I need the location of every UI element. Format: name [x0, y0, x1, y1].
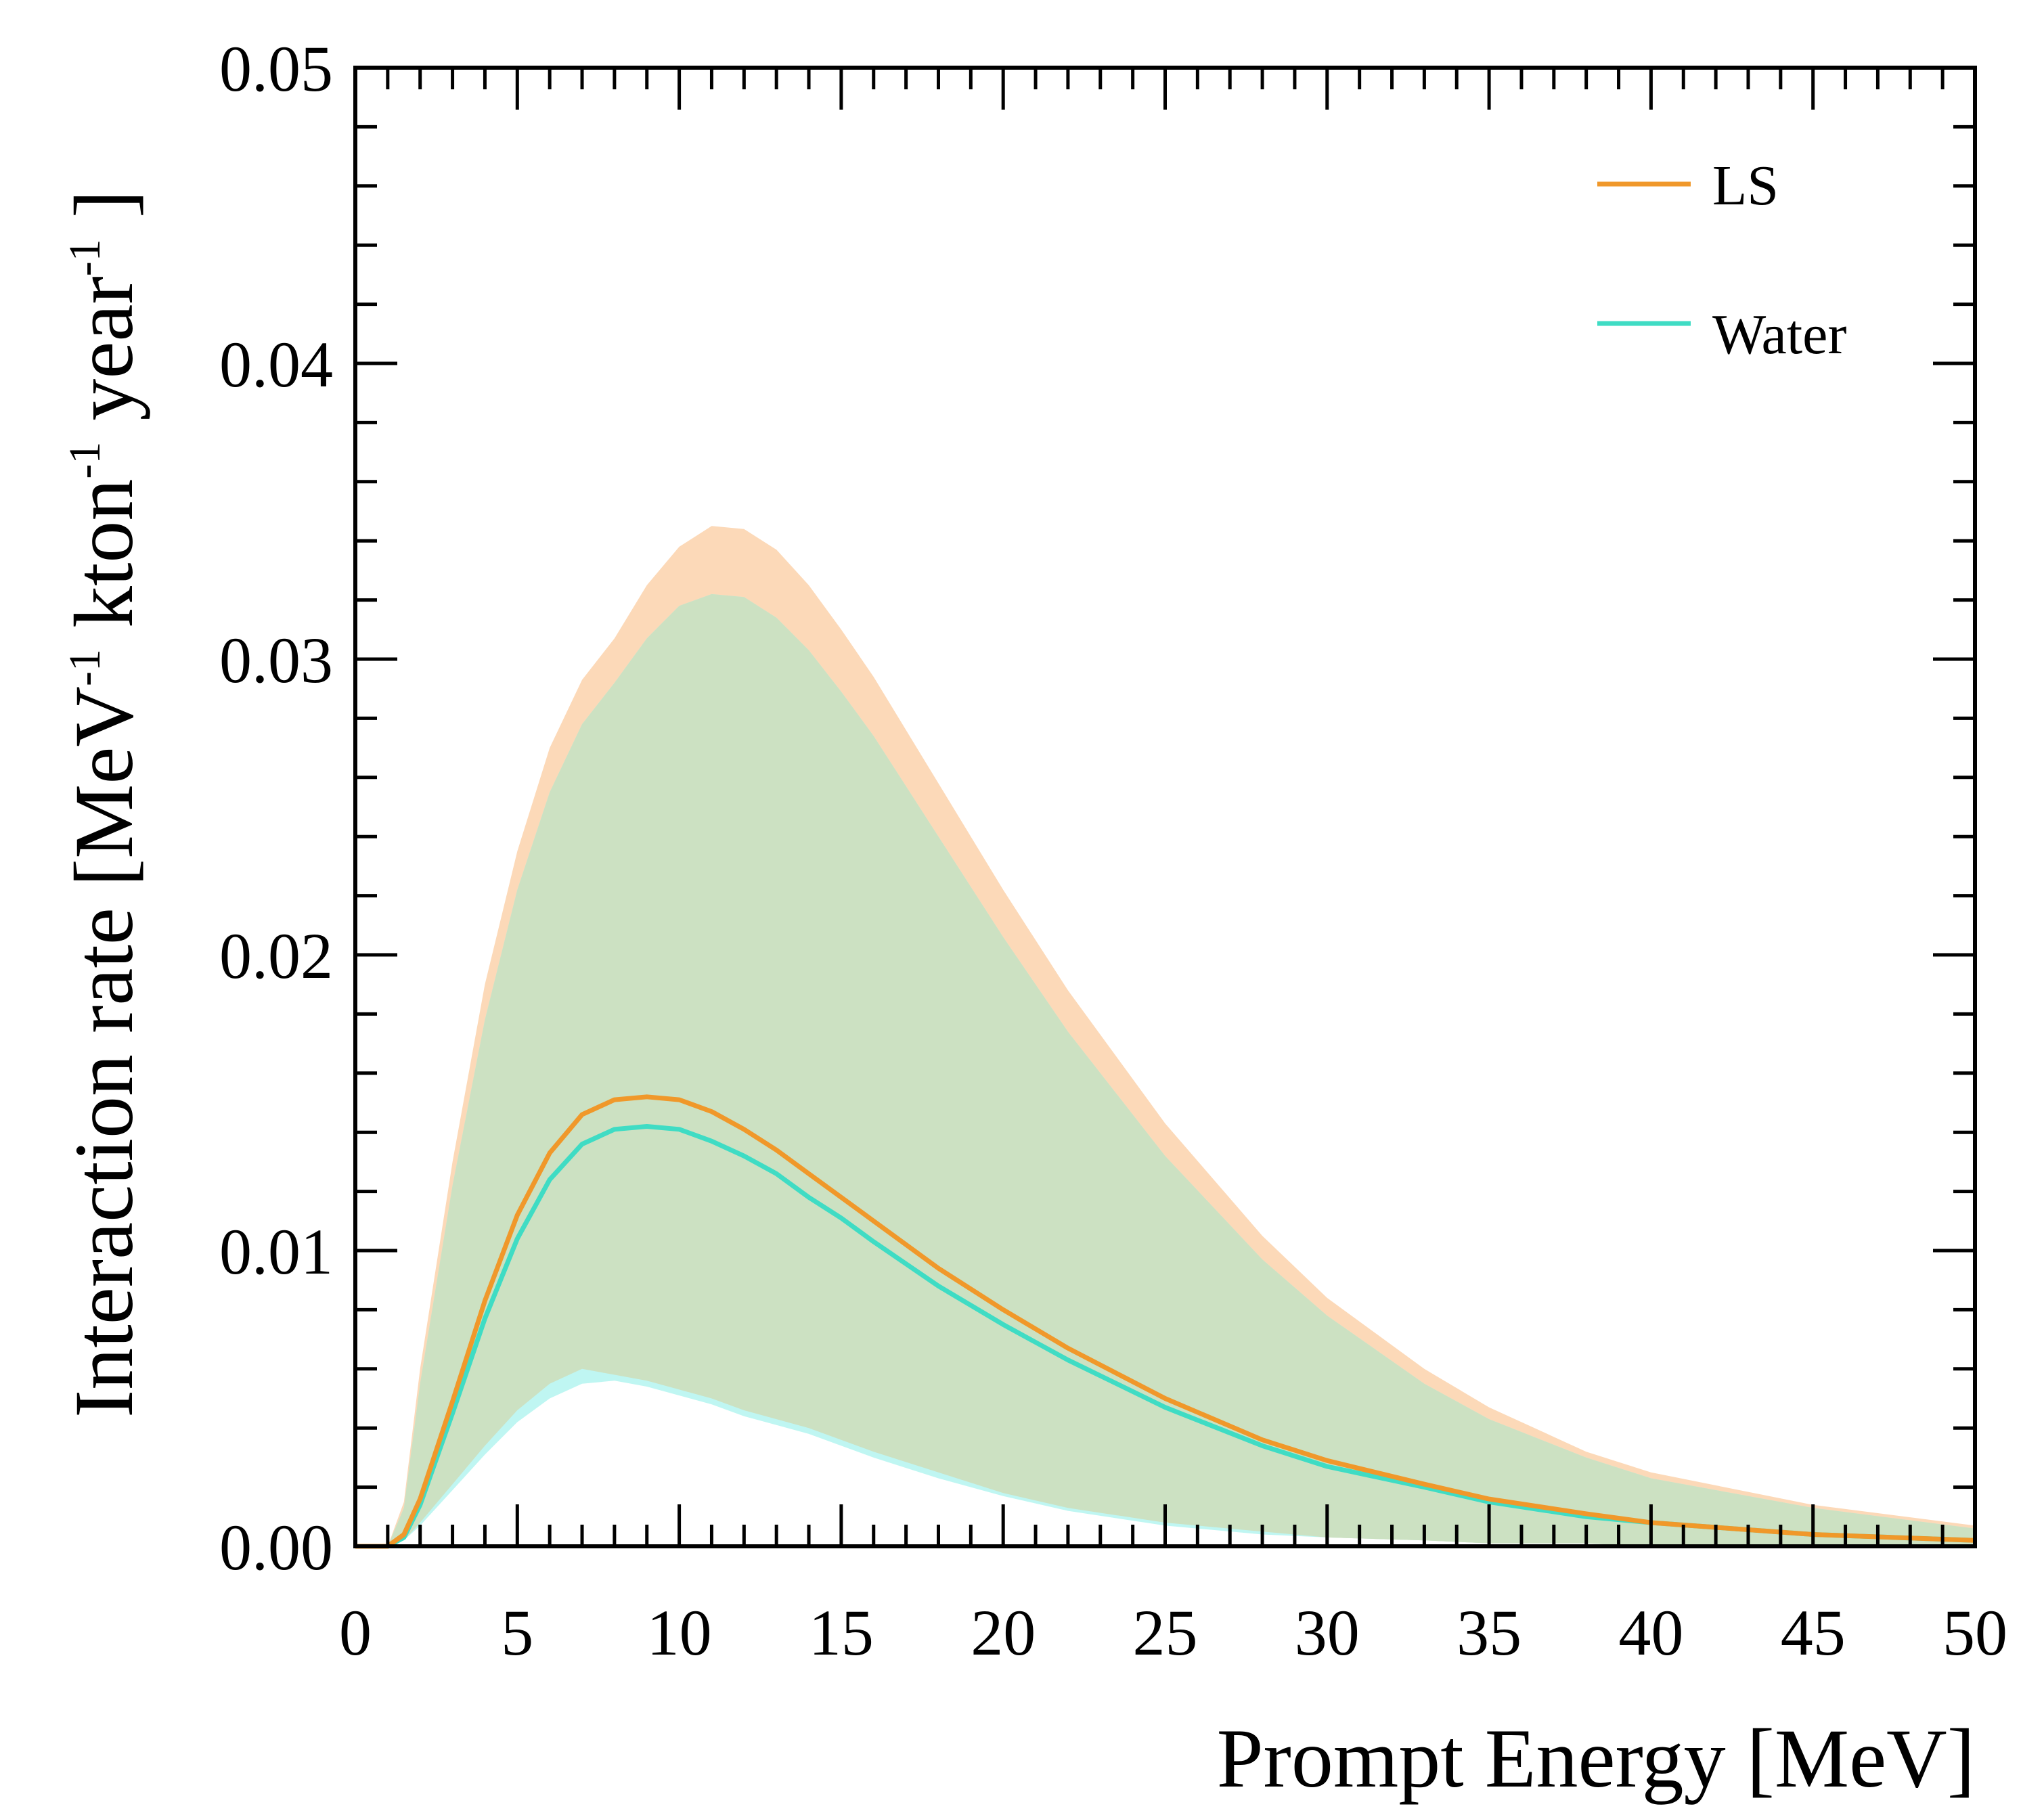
y-tick-label: 0.03: [219, 624, 333, 696]
series-line-ls: [355, 1094, 1976, 1549]
x-tick-label: 5: [501, 1596, 533, 1669]
x-tick-label: 10: [647, 1596, 712, 1669]
y-axis-title: Interaction rate [MeV-1 kton-1 year-1 ]: [58, 190, 150, 1418]
series-lines: [355, 1094, 1976, 1549]
y-axis-title-sup-2: -1: [60, 442, 110, 479]
y-axis-title-main: Interaction rate [MeV: [58, 686, 150, 1418]
x-tick-labels: 0 5 10 15 20 25 30 35 40 45 50: [339, 1596, 2007, 1669]
x-axis-title: Prompt Energy [MeV]: [1217, 1712, 1975, 1805]
y-axis-title-sup-3: -1: [60, 239, 110, 276]
x-tick-label: 45: [1781, 1596, 1846, 1669]
band-overlap: [355, 593, 1975, 1546]
uncertainty-bands: [355, 526, 1975, 1546]
series-line-water: [355, 1124, 1976, 1549]
y-tick-label: 0.00: [219, 1511, 333, 1584]
y-tick-label: 0.01: [219, 1215, 333, 1288]
y-tick-label: 0.02: [219, 920, 333, 992]
x-tick-label: 40: [1618, 1596, 1683, 1669]
legend-label-water: Water: [1712, 303, 1846, 366]
x-tick-label: 15: [809, 1596, 874, 1669]
legend-label-ls: LS: [1712, 154, 1779, 217]
x-tick-label: 20: [971, 1596, 1036, 1669]
x-tick-label: 25: [1133, 1596, 1198, 1669]
x-tick-label: 50: [1942, 1596, 2007, 1669]
y-tick-label: 0.05: [219, 32, 333, 105]
plot-frame: [353, 66, 1977, 1548]
x-tick-label: 30: [1295, 1596, 1360, 1669]
legend: LS Water: [1597, 154, 1846, 366]
y-axis-title-end: ]: [58, 190, 150, 239]
y-axis-title-mid: kton: [58, 479, 150, 649]
axis-ticks: [353, 66, 1977, 1548]
y-axis-title-sup-1: -1: [60, 649, 110, 686]
x-tick-label: 0: [339, 1596, 372, 1669]
y-tick-label: 0.04: [219, 328, 333, 401]
y-axis-title-mid-2: year: [58, 276, 150, 441]
y-tick-labels: 0.00 0.01 0.02 0.03 0.04 0.05: [219, 32, 333, 1584]
x-tick-label: 35: [1457, 1596, 1521, 1669]
